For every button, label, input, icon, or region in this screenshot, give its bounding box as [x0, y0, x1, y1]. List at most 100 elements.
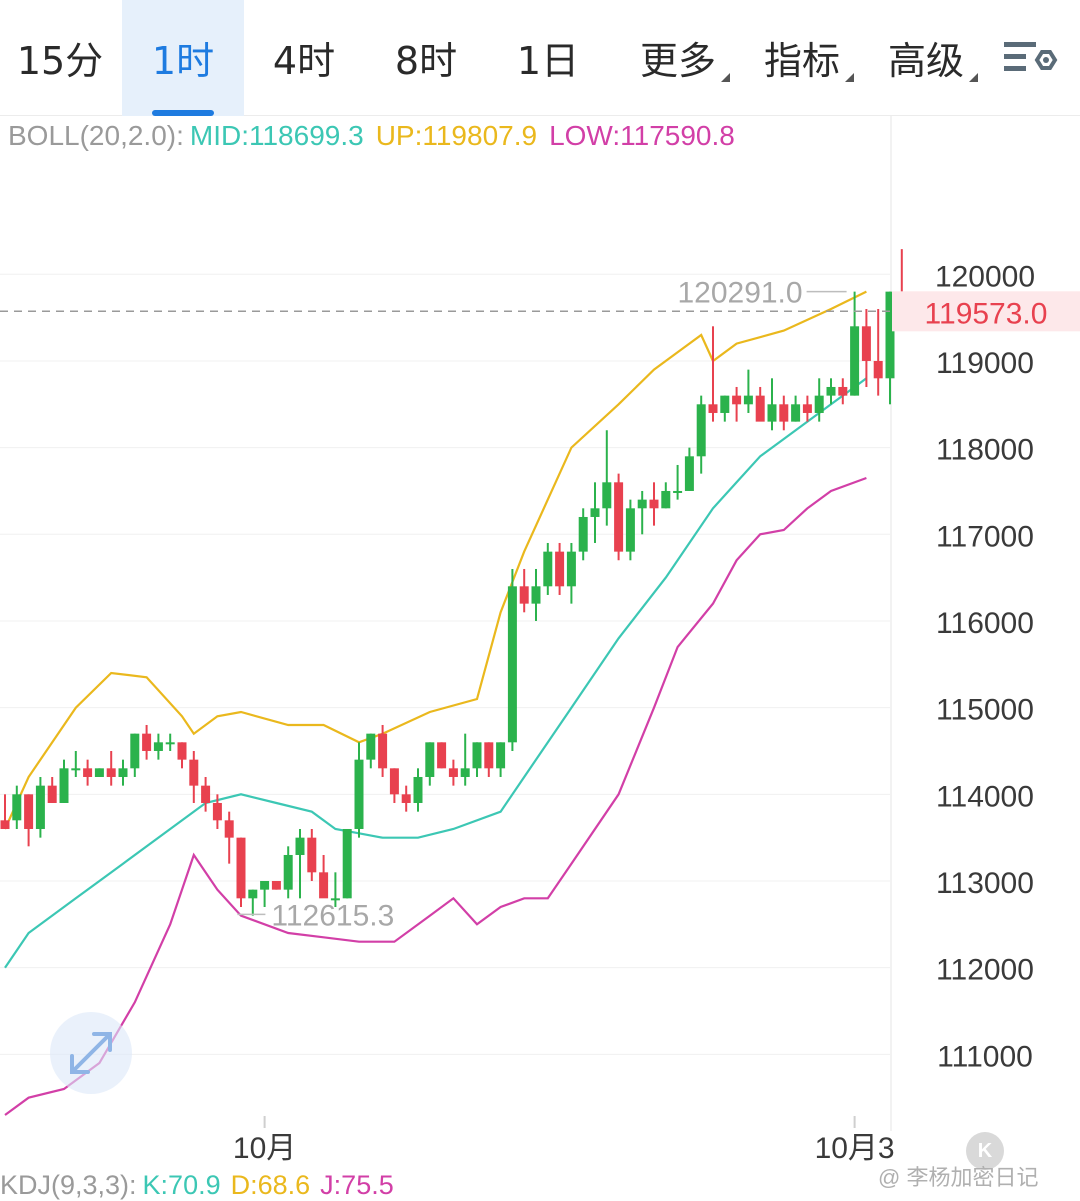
- candle-body: [625, 508, 635, 552]
- dropdown-caret-icon: [969, 73, 978, 82]
- boll-upper-line: [3, 290, 867, 830]
- candle: [543, 542, 553, 595]
- y-tick-label: 112000: [936, 954, 1034, 987]
- candle-body: [802, 404, 812, 413]
- tab-8h[interactable]: 8时: [366, 0, 486, 116]
- tab-label: 1时: [151, 39, 215, 83]
- candle-body: [637, 499, 647, 509]
- current-price-tag: [892, 291, 1080, 332]
- candle-body: [271, 880, 281, 890]
- candle-body: [307, 837, 317, 873]
- tab-4h[interactable]: 4时: [244, 0, 364, 116]
- boll-mid-line: [4, 377, 868, 969]
- candle: [767, 378, 777, 431]
- candle: [696, 395, 706, 474]
- candle: [342, 828, 352, 899]
- tab-more[interactable]: 更多: [628, 0, 730, 116]
- candle: [814, 378, 824, 422]
- candle-body: [885, 291, 895, 379]
- expand-arrows-icon[interactable]: [50, 1012, 132, 1094]
- candle: [590, 482, 600, 543]
- candle-body: [779, 404, 789, 422]
- kdj-j-value: J:75.5: [320, 1170, 394, 1200]
- boll-label: BOLL(20,2.0):: [8, 120, 184, 151]
- candle: [708, 326, 718, 422]
- tab-indicators[interactable]: 指标: [752, 0, 854, 116]
- candle-body: [94, 768, 104, 777]
- candle: [212, 794, 222, 829]
- candle-body: [873, 360, 883, 379]
- dropdown-caret-icon: [845, 73, 854, 82]
- candle-body: [590, 508, 600, 517]
- candle: [531, 568, 541, 621]
- candle: [425, 742, 435, 786]
- candle: [472, 742, 482, 777]
- tab-15m[interactable]: 15分: [0, 0, 120, 116]
- candle: [201, 776, 211, 812]
- candlestick-chart[interactable]: 120000 119000 118000 117000 116000 115000 1140…: [0, 116, 1080, 1166]
- candle: [0, 794, 10, 829]
- candle: [94, 768, 104, 777]
- candle-body: [354, 759, 364, 829]
- candle-body: [212, 802, 222, 821]
- candle-body: [767, 404, 777, 422]
- logo-letter: K: [977, 1140, 993, 1162]
- candle: [661, 482, 671, 509]
- candle: [873, 308, 883, 396]
- y-tick-label: 118000: [936, 434, 1034, 467]
- tab-advanced[interactable]: 高级: [876, 0, 978, 116]
- candle-body: [448, 768, 458, 777]
- candle: [413, 768, 423, 812]
- boll-up-value: UP:119807.9: [375, 120, 538, 151]
- candle: [307, 828, 317, 881]
- candle: [755, 386, 765, 422]
- candle: [496, 742, 506, 777]
- candle-body: [342, 828, 352, 899]
- watermark-text: 李杨加密日记: [906, 1165, 1039, 1190]
- tab-label: 1日: [516, 39, 580, 83]
- candle: [401, 785, 411, 812]
- candle: [460, 733, 470, 786]
- candle: [578, 508, 588, 561]
- candle-body: [543, 551, 553, 587]
- candle-body: [177, 742, 187, 760]
- candle-body: [260, 880, 270, 890]
- candle: [165, 733, 175, 751]
- candle-body: [755, 395, 765, 422]
- candle-body: [130, 733, 140, 769]
- candle-body: [555, 551, 565, 587]
- candle-body: [484, 742, 494, 769]
- candle: [153, 733, 163, 760]
- candle-body: [661, 490, 671, 509]
- candle-body: [743, 395, 753, 405]
- candle-body: [12, 794, 22, 821]
- tab-1d[interactable]: 1日: [488, 0, 608, 116]
- candle-body: [330, 898, 340, 901]
- candle: [260, 880, 270, 907]
- candle: [649, 482, 659, 526]
- candle: [271, 880, 281, 890]
- tab-label: 指标: [763, 39, 840, 83]
- candle: [389, 768, 399, 803]
- candle: [802, 395, 812, 422]
- candle-body: [248, 889, 258, 899]
- boll-indicator-readout: BOLL(20,2.0): MID:118699.3 UP:119807.9 LOW:…: [8, 120, 747, 152]
- candle-body: [401, 794, 411, 803]
- candle: [24, 794, 34, 847]
- watermark: @ 李杨加密日记: [878, 1165, 1039, 1190]
- y-tick-label: 119000: [936, 347, 1034, 380]
- candle: [330, 872, 340, 907]
- tab-1h[interactable]: 1时: [122, 0, 244, 116]
- candle: [319, 854, 329, 899]
- candle-body: [295, 837, 305, 855]
- candle-body: [566, 551, 576, 587]
- candle: [720, 395, 730, 422]
- active-tab-indicator: [152, 110, 214, 116]
- kdj-k-value: K:70.9: [142, 1170, 221, 1200]
- settings-icon[interactable]: [1000, 34, 1060, 84]
- candle-body: [59, 768, 69, 803]
- boll-mid-value: MID:118699.3: [189, 120, 364, 151]
- candle-body: [696, 404, 706, 457]
- candle: [507, 568, 517, 751]
- boll-lower-line: [4, 476, 867, 1116]
